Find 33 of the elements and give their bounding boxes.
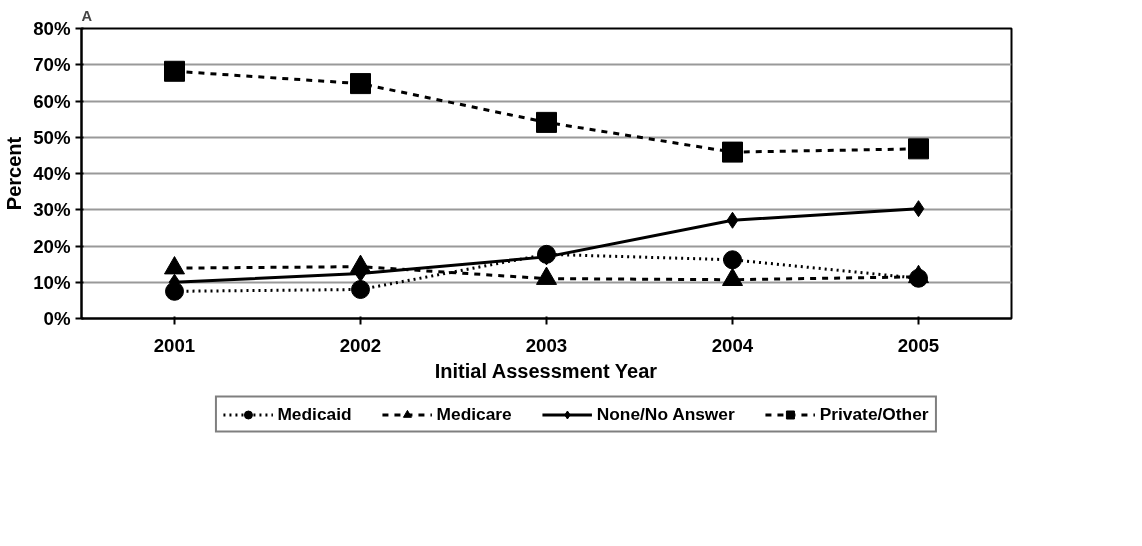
y-axis-title: Percent: [3, 136, 26, 211]
y-tick-label: 60%: [33, 90, 71, 112]
point: [722, 141, 743, 163]
legend-label: Medicaid: [277, 403, 352, 425]
point: [350, 73, 371, 95]
y-tick-label: 10%: [33, 271, 71, 293]
y-tick-label: 30%: [33, 199, 71, 221]
point: [723, 250, 742, 270]
x-tick-label: 2001: [153, 334, 196, 356]
x-tick-label: 2005: [897, 334, 940, 356]
x-tick-label: 2004: [711, 334, 754, 356]
y-tick-label: 80%: [33, 18, 71, 39]
y-tick-label: 40%: [33, 163, 71, 184]
point: [726, 211, 739, 229]
y-tick-label: 0%: [43, 308, 71, 329]
x-tick-label: 2002: [339, 334, 382, 356]
legend-label: Medicare: [436, 403, 512, 425]
point: [165, 281, 184, 301]
point: [908, 138, 929, 160]
legend-label: None/No Answer: [596, 403, 735, 425]
legend-label: Private/Other: [819, 403, 929, 425]
point: [164, 60, 185, 82]
point: [351, 280, 370, 299]
x-axis-title: Initial Assessment Year: [434, 359, 658, 382]
text: A: [81, 7, 93, 24]
point: [536, 111, 557, 133]
y-tick-label: 50%: [33, 126, 71, 148]
x-tick-label: 2003: [525, 334, 568, 356]
y-tick-label: 20%: [33, 235, 71, 257]
point: [537, 244, 556, 264]
y-tick-label: 70%: [33, 54, 71, 76]
point: [912, 200, 925, 218]
point: [909, 268, 928, 288]
